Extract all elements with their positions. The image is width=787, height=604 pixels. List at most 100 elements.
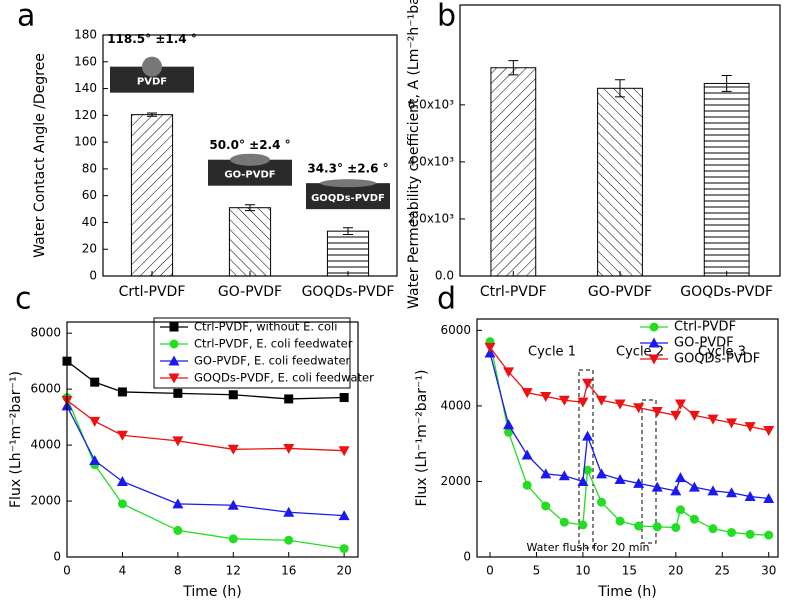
marker xyxy=(228,534,238,544)
marker xyxy=(744,422,756,433)
marker xyxy=(116,430,128,441)
marker xyxy=(688,481,700,492)
marker xyxy=(674,399,686,410)
marker xyxy=(168,355,180,366)
marker xyxy=(745,529,755,539)
y-tick-label: 60 xyxy=(82,188,97,202)
x-tick-label: Ctrl-PVDF xyxy=(480,284,547,300)
series-line xyxy=(66,397,345,550)
x-tick-label: GOQDs-PVDF xyxy=(680,284,773,300)
y-tick-label: 80 xyxy=(82,161,97,175)
droplet xyxy=(142,56,162,77)
legend-label: GOQDs-PVDF xyxy=(674,352,760,367)
marker xyxy=(90,377,100,387)
series-line xyxy=(489,341,769,536)
marker xyxy=(583,465,593,475)
marker xyxy=(172,498,184,509)
y-tick-label: 0 xyxy=(89,269,97,283)
flush-box xyxy=(578,369,594,549)
y-tick-label: 140 xyxy=(74,81,97,95)
marker xyxy=(582,430,594,441)
marker xyxy=(504,427,514,437)
series-line xyxy=(66,405,345,517)
error-bar xyxy=(508,60,519,76)
marker xyxy=(339,544,349,554)
inset-label: GO-PVDF xyxy=(224,170,275,181)
annotation: 50.0° ±2.4 ° xyxy=(209,138,290,152)
error-bar xyxy=(343,227,353,235)
marker xyxy=(559,517,569,527)
x-tick-label: 16 xyxy=(281,564,296,578)
marker xyxy=(521,388,533,399)
marker xyxy=(284,394,294,404)
x-tick-label: 5 xyxy=(533,564,541,578)
marker xyxy=(117,499,127,509)
marker xyxy=(169,322,179,332)
marker xyxy=(577,475,589,486)
plot-frame xyxy=(476,318,779,558)
marker xyxy=(541,501,551,511)
x-tick-label: GO-PVDF xyxy=(588,284,652,300)
marker xyxy=(283,443,295,454)
marker xyxy=(595,468,607,479)
bar xyxy=(326,230,370,277)
legend-label: Ctrl-PVDF xyxy=(674,320,736,335)
x-tick-label: 10 xyxy=(575,564,590,578)
marker xyxy=(649,322,659,332)
marker xyxy=(173,525,183,535)
legend-label: GO-PVDF xyxy=(674,336,734,351)
y-axis-label: Water Permeability coefficient, A (Lm⁻²h… xyxy=(406,0,422,309)
droplet xyxy=(230,153,270,166)
bar xyxy=(597,87,643,277)
plot-frame xyxy=(459,4,781,277)
marker xyxy=(726,487,738,498)
marker xyxy=(764,530,774,540)
marker xyxy=(116,475,128,486)
y-tick-label: 20 xyxy=(82,242,97,256)
marker xyxy=(763,492,775,503)
y-axis-label: Flux (Lh⁻¹m⁻²bar⁻¹) xyxy=(414,369,430,506)
y-tick-label: 180 xyxy=(74,28,97,42)
marker xyxy=(726,418,738,429)
marker xyxy=(648,337,660,348)
legend-label: GOQDs-PVDF, E. coli feedwater xyxy=(194,371,374,385)
series-line xyxy=(66,399,345,452)
marker xyxy=(503,367,515,378)
marker xyxy=(582,378,594,389)
y-tick-label: 2000 xyxy=(30,494,61,508)
panel-label: d xyxy=(437,282,456,317)
marker xyxy=(338,510,350,521)
x-tick-label: 20 xyxy=(337,564,352,578)
bar xyxy=(130,114,174,277)
x-tick-label: GO-PVDF xyxy=(218,284,282,300)
marker xyxy=(634,521,644,531)
droplet xyxy=(320,179,376,188)
marker xyxy=(89,454,101,465)
annotation: Cycle 1 xyxy=(528,345,576,360)
marker xyxy=(615,516,625,526)
bar xyxy=(490,67,537,277)
inset-label: GOQDs-PVDF xyxy=(311,193,385,204)
y-tick-label: 0.0 xyxy=(435,269,454,283)
marker xyxy=(284,535,294,545)
marker xyxy=(707,485,719,496)
y-tick-label: 160 xyxy=(74,54,97,68)
x-tick-label: 4 xyxy=(119,564,127,578)
marker xyxy=(652,522,662,532)
y-tick-label: 4000 xyxy=(440,398,471,412)
marker xyxy=(168,373,180,384)
marker xyxy=(633,477,645,488)
x-axis-label: Time (h) xyxy=(597,584,657,600)
y-tick-label: 100 xyxy=(74,135,97,149)
error-bar xyxy=(721,74,732,92)
y-axis-label: Flux (Lh⁻¹m⁻²bar⁻¹) xyxy=(8,371,24,508)
legend-box xyxy=(153,317,351,389)
y-tick-label: 4.0x10³ xyxy=(408,154,454,168)
bar xyxy=(228,207,272,277)
marker xyxy=(558,470,570,481)
x-tick-label: 15 xyxy=(622,564,637,578)
marker xyxy=(744,491,756,502)
x-tick-label: 8 xyxy=(174,564,182,578)
error-bar xyxy=(615,79,625,98)
marker xyxy=(540,468,552,479)
